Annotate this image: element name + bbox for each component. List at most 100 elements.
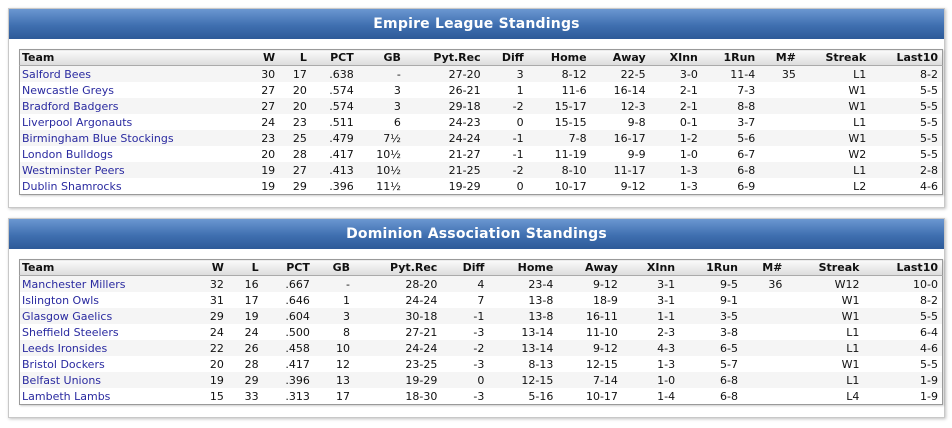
stat-cell: 28 [279,146,311,162]
stat-cell: 7-14 [557,372,622,388]
team-link[interactable]: Liverpool Argonauts [22,115,133,129]
stat-cell: - [357,65,405,82]
column-header: M# [759,49,800,66]
column-header: GB [313,259,354,276]
stat-cell: 23 [279,114,311,130]
stat-cell: 2-8 [870,162,943,178]
stat-cell: 36 [741,275,787,292]
stat-cell: 6-9 [701,178,760,195]
stat-cell: 16 [227,275,263,292]
team-link[interactable]: Glasgow Gaelics [22,309,113,323]
stat-cell: 31 [193,292,228,308]
table-header: Team W L PCT GB Pyt.Rec Diff Home Away XInn 1Run M#… [19,49,943,66]
stat-cell: 8-10 [527,162,591,178]
team-link[interactable]: Newcastle Greys [22,83,114,97]
stat-cell: -2 [484,162,528,178]
stat-cell: 1-1 [621,308,680,324]
stat-cell [759,178,800,195]
stat-cell: 5-5 [863,308,943,324]
stat-cell: 27 [279,162,311,178]
stat-cell: 3 [357,82,405,98]
stat-cell: 1-4 [621,388,680,405]
stat-cell: .458 [262,340,314,356]
column-header: W [193,259,228,276]
column-header: M# [741,259,787,276]
column-header: XInn [621,259,680,276]
team-link[interactable]: London Bulldogs [22,147,113,161]
stat-cell: 6 [357,114,405,130]
team-row: Lambeth Lambs 15 33.313 17 18-30 -3 5-16 10-17 1… [19,388,943,405]
team-link[interactable]: Birmingham Blue Stockings [22,131,174,145]
team-link[interactable]: Salford Bees [22,67,92,81]
stat-cell: -2 [441,340,489,356]
stat-cell: 33 [227,388,263,405]
stat-cell: 2-1 [649,82,702,98]
stat-cell: 11-4 [701,65,760,82]
stat-cell: 22 [193,340,228,356]
column-header: Last10 [870,49,943,66]
stat-cell: 10-17 [527,178,591,195]
stat-cell: 35 [759,65,800,82]
stat-cell: 30 [247,65,280,82]
team-link[interactable]: Bradford Badgers [22,99,119,113]
team-cell: Sheffield Steelers [19,324,194,340]
stat-cell: 13-14 [488,324,558,340]
stat-cell: 8-12 [527,65,591,82]
stat-cell: 4-6 [863,340,943,356]
stat-cell: .396 [262,372,314,388]
stat-cell: 16-17 [590,130,650,146]
team-link[interactable]: Lambeth Lambs [22,389,111,403]
stat-cell: 9-12 [557,340,622,356]
stat-cell: 1-9 [863,372,943,388]
stat-cell: 29-18 [404,98,485,114]
stat-cell [741,324,787,340]
team-cell: Newcastle Greys [19,82,248,98]
stat-cell: 20 [247,146,280,162]
stat-cell: 0-1 [649,114,702,130]
team-row: Westminster Peers 19 27.413 10½ 21-25 -2 8-10 1… [19,162,943,178]
stat-cell: -3 [441,388,489,405]
stat-cell: 17 [313,388,354,405]
team-link[interactable]: Manchester Millers [22,277,126,291]
team-cell: London Bulldogs [19,146,248,162]
stat-cell: 18-30 [354,388,442,405]
team-cell: Liverpool Argonauts [19,114,248,130]
column-header: Diff [441,259,489,276]
team-link[interactable]: Belfast Unions [22,373,102,387]
team-row: Bradford Badgers 27 20.574 3 29-18 -2 15-17 12-… [19,98,943,114]
stat-cell: 1-3 [621,356,680,372]
stat-cell: 24 [227,324,263,340]
stat-cell: 29 [193,308,228,324]
panel-body: Team W L PCT GB Pyt.Rec Diff Home Away XInn 1Run M#… [9,39,944,207]
stat-cell: W1 [799,98,871,114]
stat-cell: L2 [799,178,871,195]
stat-cell: 26 [227,340,263,356]
stat-cell [741,388,787,405]
stat-cell: 19 [193,372,228,388]
stat-cell: 3-7 [701,114,760,130]
stat-cell: 16-14 [590,82,650,98]
team-link[interactable]: Westminster Peers [22,163,125,177]
stat-cell: 8 [313,324,354,340]
panel-body: Team W L PCT GB Pyt.Rec Diff Home Away XInn 1Run M#… [9,249,944,417]
stat-cell: 6-8 [679,388,742,405]
stat-cell: 20 [279,98,311,114]
team-row: Islington Owls 31 17.646 1 24-24 7 13-8 18-9 3-1… [19,292,943,308]
stat-cell: 24 [193,324,228,340]
stat-cell: 13-8 [488,308,558,324]
stat-cell: 1-0 [621,372,680,388]
stat-cell: 1-2 [649,130,702,146]
team-link[interactable]: Leeds Ironsides [22,341,108,355]
team-link[interactable]: Bristol Dockers [22,357,105,371]
stat-cell: 10-0 [863,275,943,292]
team-cell: Birmingham Blue Stockings [19,130,248,146]
team-link[interactable]: Islington Owls [22,293,99,307]
stat-cell: 13 [313,372,354,388]
stat-cell: 5-7 [679,356,742,372]
team-link[interactable]: Dublin Shamrocks [22,179,122,193]
stat-cell: 24-23 [404,114,485,130]
stat-cell: 7 [441,292,489,308]
stat-cell: .638 [310,65,358,82]
team-link[interactable]: Sheffield Steelers [22,325,119,339]
